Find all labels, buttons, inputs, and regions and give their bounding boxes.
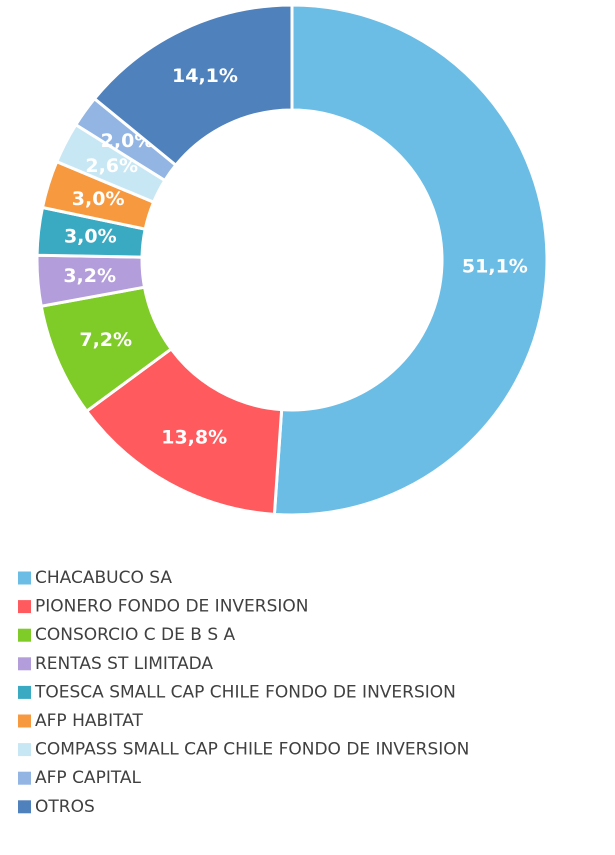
- slice: [92, 3, 294, 168]
- value-label: 2,6%: [85, 155, 138, 177]
- value-label: 13,8%: [161, 426, 227, 448]
- legend-label: CHACABUCO SA: [35, 568, 172, 588]
- legend-label: CONSORCIO C DE B S A: [35, 625, 236, 645]
- value-label: 14,1%: [172, 65, 238, 87]
- legend-swatch: [18, 771, 31, 785]
- legend-swatch: [18, 714, 31, 728]
- value-label: 7,2%: [79, 329, 132, 351]
- legend-label: OTROS: [35, 797, 95, 817]
- legend-swatch: [18, 600, 31, 614]
- legend-swatch: [18, 628, 31, 642]
- value-label: 51,1%: [462, 256, 528, 278]
- slice: [272, 3, 549, 517]
- legend-swatch: [18, 657, 31, 671]
- legend-swatch: [18, 743, 31, 757]
- value-label: 3,2%: [63, 265, 116, 287]
- legend-swatch: [18, 800, 31, 814]
- legend-swatch: [18, 685, 31, 699]
- legend-label: AFP HABITAT: [35, 711, 144, 731]
- legend-label: RENTAS ST LIMITADA: [35, 654, 213, 674]
- value-label: 3,0%: [72, 188, 125, 210]
- legend-label: PIONERO FONDO DE INVERSION: [35, 597, 309, 617]
- legend-label: TOESCA SMALL CAP CHILE FONDO DE INVERSIO…: [34, 682, 456, 702]
- legend-label: AFP CAPITAL: [35, 768, 142, 788]
- legend-swatch: [18, 571, 31, 585]
- value-label: 3,0%: [64, 226, 117, 248]
- legend-label: COMPASS SMALL CAP CHILE FONDO DE INVERSI…: [35, 740, 469, 760]
